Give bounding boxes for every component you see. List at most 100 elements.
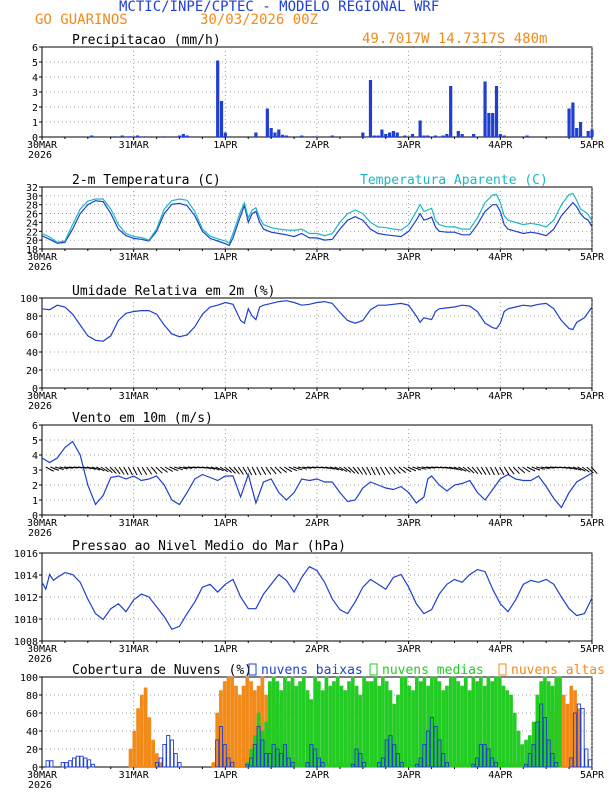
cloud-bar-low — [79, 755, 84, 768]
wind-arrow — [160, 466, 168, 473]
precip-bar — [456, 131, 460, 137]
cloud-bar-low — [399, 762, 404, 768]
wind-arrow — [389, 466, 396, 475]
wind-panel-title: Vento em 10m (m/s) — [72, 411, 213, 426]
temp-ytick-label: 30 — [26, 192, 38, 203]
cloud-bar-high — [158, 762, 163, 768]
pressure-ytick-label: 1012 — [14, 593, 38, 604]
precip-ytick-label: 6 — [32, 43, 38, 54]
cloud-bar-mid — [275, 681, 280, 768]
cloud-bar-high — [576, 708, 581, 768]
cloud-bar-low — [218, 726, 223, 768]
wind-arrow — [366, 466, 372, 476]
rh-xtick-label: 5APR — [580, 391, 605, 402]
cloud-bar-low — [576, 703, 581, 768]
cloud-bar-low — [173, 753, 178, 768]
temp-xtick-label: 31MAR — [119, 252, 150, 263]
wind-arrow — [375, 466, 381, 476]
wind-arrow — [590, 466, 598, 474]
wind-xtick-label: 31MAR — [119, 518, 150, 529]
wind-arrow — [242, 466, 248, 476]
precip-bar — [471, 134, 476, 137]
pressure-xtick-label: 4APR — [488, 644, 513, 655]
pressure-line-0 — [41, 565, 593, 631]
pressure-panel-title: Pressao ao Nivel Medio do Mar (hPa) — [72, 539, 346, 554]
pressure-ytick-label: 1014 — [14, 571, 38, 582]
cloud-bar-mid — [456, 681, 461, 768]
rh-ytick-label: 40 — [26, 348, 38, 359]
wind-arrow — [568, 466, 578, 470]
wind-arrow — [118, 466, 125, 475]
wind-arrow — [480, 466, 487, 475]
cloud-bar-mid — [520, 744, 525, 768]
cloud-bar-mid — [426, 685, 430, 768]
cloud-bar-mid — [524, 739, 528, 768]
wind-arrow — [178, 466, 188, 470]
precip-bar — [223, 132, 227, 137]
cloud-bar-mid — [245, 762, 250, 768]
cloud-bar-mid — [298, 681, 302, 768]
wind-arrow — [329, 466, 339, 471]
cloud-bar-mid — [467, 690, 472, 768]
rh-ytick-label: 20 — [26, 366, 38, 377]
precip-bar — [273, 132, 277, 137]
wind-arrow — [545, 466, 555, 469]
cloud-bar-low — [444, 762, 449, 768]
wind-line-0 — [41, 440, 593, 509]
clouds-ytick-label: 0 — [32, 763, 38, 774]
cloud-bar-mid — [324, 676, 329, 768]
cloud-bar-low — [260, 739, 265, 768]
temp-ytick-label: 18 — [26, 245, 38, 256]
cloud-bar-low — [433, 726, 438, 768]
cloud-bar-mid — [490, 681, 495, 768]
temp-xtick-label: 2APR — [305, 252, 330, 263]
cloud-bar-mid — [411, 690, 415, 768]
precip-bar — [330, 135, 334, 137]
wind-xtick-label: 2APR — [305, 518, 330, 529]
cloud-bar-low — [429, 717, 434, 768]
cloud-bar-mid — [554, 676, 559, 768]
cloud-bar-low — [426, 730, 431, 768]
cloud-bar-high — [226, 676, 231, 768]
cloud-bar-low — [90, 763, 95, 768]
precip-bar — [395, 132, 399, 137]
pressure-xtick-label: 30MAR — [27, 644, 58, 655]
cloud-bar-low — [275, 748, 280, 768]
precip-bar — [422, 135, 426, 137]
cloud-bar-low — [384, 739, 389, 768]
precip-bar — [491, 113, 495, 137]
cloud-bar-mid — [479, 676, 483, 768]
cloud-bar-low — [550, 753, 555, 768]
wind-arrow — [512, 466, 520, 474]
cloud-bar-low — [392, 744, 397, 768]
clouds-ytick-label: 100 — [20, 673, 38, 684]
precip-bar — [254, 132, 258, 137]
rh-xtick-label: 2APR — [305, 391, 330, 402]
cloud-bar-low — [414, 763, 419, 768]
cloud-bar-mid — [550, 685, 555, 768]
wind-arrow — [347, 466, 356, 474]
cloud-bar-high — [569, 685, 574, 768]
precip-xtick-label: 1APR — [213, 140, 238, 151]
pressure-xtick-label: 2APR — [305, 644, 330, 655]
temp-ytick-label: 28 — [26, 201, 38, 212]
cloud-bar-mid — [260, 730, 265, 768]
wind-arrow — [123, 466, 129, 476]
cloud-bar-low — [539, 703, 544, 768]
cloud-bar-mid — [437, 681, 442, 768]
cloud-bar-mid — [347, 681, 351, 768]
cloud-bar-low — [215, 739, 220, 768]
cloud-bar-low — [569, 757, 574, 768]
wind-arrow — [297, 466, 307, 470]
wind-arrow — [536, 466, 546, 470]
cloud-bar-mid — [392, 703, 397, 768]
cloud-bar-low — [388, 735, 393, 768]
cloud-bar-mid — [301, 676, 306, 768]
cloud-bar-mid — [543, 676, 547, 768]
precip-bar — [590, 129, 594, 137]
wind-arrow — [54, 466, 64, 471]
precip-bar — [575, 128, 579, 137]
cloud-bar-mid — [430, 676, 434, 768]
cloud-bar-low — [305, 762, 310, 768]
cloud-bar-low — [282, 744, 288, 768]
